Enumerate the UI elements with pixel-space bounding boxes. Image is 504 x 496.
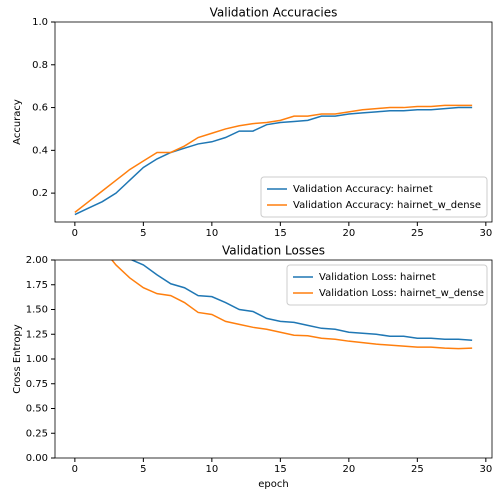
plot-area xyxy=(110,260,473,350)
y-tick-label: 0.25 xyxy=(26,428,48,439)
y-tick-label: 1.25 xyxy=(26,329,48,340)
x-tick-label: 30 xyxy=(479,228,492,239)
line xyxy=(74,104,473,213)
y-axis-label: Cross Entropy xyxy=(12,324,23,394)
x-tick-label: 25 xyxy=(411,228,424,239)
y-tick-label: 0.4 xyxy=(32,145,48,156)
legend-label: Validation Loss: hairnet_w_dense xyxy=(319,288,484,299)
chart-title: Validation Losses xyxy=(222,244,325,258)
y-tick-label: 1.50 xyxy=(26,305,48,316)
y-tick-label: 0.50 xyxy=(26,404,48,415)
y-tick-label: 0.2 xyxy=(32,188,48,199)
y-axis-label: Accuracy xyxy=(12,99,23,145)
x-axis-label: epoch xyxy=(258,479,288,490)
y-tick-label: 0.6 xyxy=(32,103,48,114)
x-tick-label: 20 xyxy=(342,464,355,475)
y-tick-label: 0.8 xyxy=(32,60,48,71)
legend-box xyxy=(286,264,488,306)
chart-title: Validation Accuracies xyxy=(210,6,338,20)
x-tick-label: 0 xyxy=(72,228,78,239)
axes-frame xyxy=(54,259,493,459)
plot-area xyxy=(74,104,473,216)
line xyxy=(74,106,473,216)
line xyxy=(110,260,473,350)
legend-label: Validation Loss: hairnet xyxy=(319,272,436,283)
legend-label: Validation Accuracy: hairnet xyxy=(293,184,433,195)
x-tick-label: 10 xyxy=(205,228,218,239)
x-tick-label: 25 xyxy=(411,464,424,475)
x-tick-label: 10 xyxy=(205,464,218,475)
y-tick-label: 2.00 xyxy=(26,255,48,266)
line xyxy=(130,260,473,341)
x-tick-label: 5 xyxy=(140,464,146,475)
x-tick-label: 5 xyxy=(140,228,146,239)
x-tick-label: 15 xyxy=(274,228,287,239)
x-tick-label: 30 xyxy=(479,464,492,475)
legend-label: Validation Accuracy: hairnet_w_dense xyxy=(293,200,481,211)
y-tick-label: 0.75 xyxy=(26,379,48,390)
x-tick-label: 15 xyxy=(274,464,287,475)
x-tick-label: 0 xyxy=(72,464,78,475)
axes-frame xyxy=(54,21,493,223)
legend-box xyxy=(260,176,488,218)
y-tick-label: 1.75 xyxy=(26,280,48,291)
x-tick-label: 20 xyxy=(342,228,355,239)
y-tick-label: 1.00 xyxy=(26,354,48,365)
y-tick-label: 1.0 xyxy=(32,17,48,28)
y-tick-label: 0.00 xyxy=(26,453,48,464)
